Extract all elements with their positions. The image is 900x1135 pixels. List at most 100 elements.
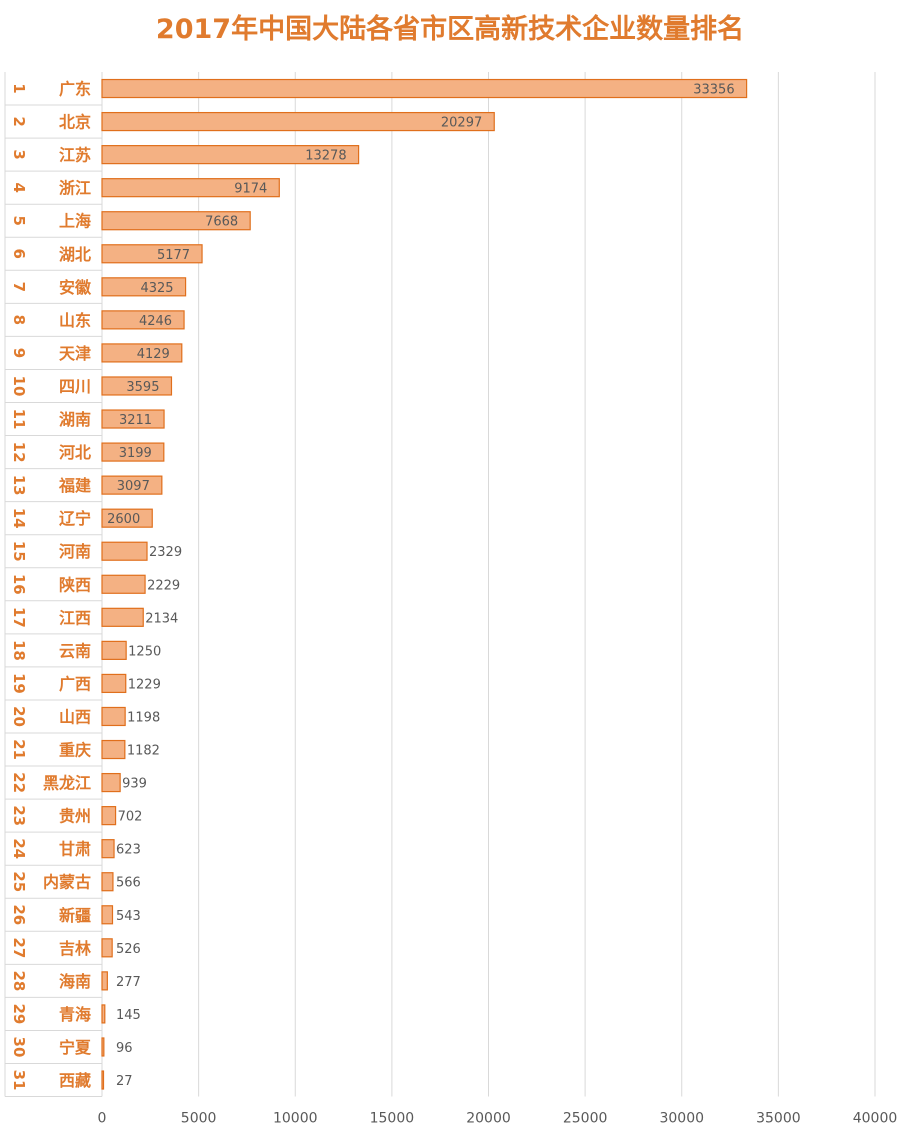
category-label: 天津 [59, 344, 91, 363]
rank-label: 24 [10, 838, 28, 859]
rank-label: 4 [10, 182, 28, 192]
bar [101, 1037, 105, 1057]
rank-label: 16 [10, 574, 28, 595]
rank-label: 3 [10, 149, 28, 159]
value-label: 96 [116, 1041, 133, 1056]
value-label: 9174 [234, 182, 267, 197]
value-label: 3595 [126, 380, 159, 395]
bar [101, 706, 126, 727]
category-label: 江西 [59, 608, 91, 627]
bar [101, 739, 126, 760]
bar [101, 475, 163, 495]
rank-label: 25 [10, 871, 28, 892]
value-label: 2329 [149, 545, 182, 560]
bar [101, 244, 203, 264]
category-label: 陕西 [59, 575, 91, 594]
rank-label: 2 [10, 116, 28, 126]
x-tick-label: 40000 [853, 1111, 898, 1127]
value-label: 145 [116, 1008, 141, 1023]
category-label: 河北 [59, 443, 91, 462]
value-label: 1250 [128, 644, 161, 659]
bar [101, 277, 187, 297]
bar [101, 376, 173, 396]
value-label: 939 [122, 777, 147, 792]
rank-label: 31 [10, 1070, 28, 1091]
rank-label: 20 [10, 706, 28, 727]
bar [101, 145, 360, 165]
x-tick-label: 35000 [756, 1111, 801, 1127]
grid-lines [4, 72, 876, 1098]
rank-label: 23 [10, 805, 28, 826]
value-label: 566 [116, 876, 141, 891]
value-label: 1229 [128, 677, 161, 692]
x-tick-label: 10000 [273, 1111, 318, 1127]
rank-label: 10 [10, 376, 28, 397]
value-label: 2134 [145, 611, 178, 626]
rank-label: 29 [10, 1003, 28, 1024]
chart-title: 2017年中国大陆各省市区高新技术企业数量排名 [156, 13, 744, 45]
rank-label: 11 [10, 409, 28, 430]
x-tick-label: 20000 [466, 1111, 511, 1127]
value-label: 4246 [139, 314, 172, 329]
value-label: 543 [116, 909, 141, 924]
rank-label: 1 [10, 83, 28, 93]
category-label: 广东 [59, 80, 91, 99]
bar [101, 541, 148, 561]
rank-label: 17 [10, 607, 28, 628]
value-label: 702 [118, 810, 143, 825]
rank-label: 7 [10, 282, 28, 292]
rank-label: 9 [10, 348, 28, 358]
bar [101, 839, 115, 859]
rank-label: 18 [10, 640, 28, 661]
bar [101, 211, 251, 231]
category-label: 福建 [58, 476, 91, 495]
category-label: 安徽 [59, 278, 92, 297]
bar [101, 872, 114, 892]
bar [101, 905, 114, 925]
category-label: 上海 [59, 212, 91, 231]
category-label: 宁夏 [59, 1038, 92, 1057]
value-label: 4325 [140, 281, 173, 296]
rank-label: 15 [10, 541, 28, 562]
category-label: 重庆 [59, 741, 91, 760]
value-label: 33356 [693, 83, 734, 98]
category-label: 江苏 [59, 146, 91, 165]
bar [101, 343, 183, 363]
category-label: 辽宁 [59, 509, 91, 528]
value-label: 5177 [157, 248, 190, 263]
value-label: 4129 [137, 347, 170, 362]
rank-label: 5 [10, 216, 28, 226]
bar [101, 607, 144, 627]
rank-label: 6 [10, 249, 28, 259]
bar [101, 971, 108, 991]
category-label: 广西 [59, 674, 91, 693]
bar [101, 310, 185, 330]
bar [101, 640, 127, 660]
bar [101, 673, 127, 694]
bar [101, 574, 146, 594]
bar [101, 178, 280, 198]
value-label: 27 [116, 1074, 133, 1089]
category-label: 云南 [59, 641, 91, 660]
value-label: 20297 [441, 116, 482, 131]
bar [101, 1070, 105, 1090]
category-label: 黑龙江 [43, 774, 91, 793]
rank-label: 13 [10, 475, 28, 496]
category-label: 山东 [59, 311, 91, 330]
value-label: 3097 [117, 479, 150, 494]
rank-label: 21 [10, 739, 28, 760]
bar [101, 772, 121, 793]
value-label: 1182 [127, 744, 160, 759]
value-label: 2229 [147, 578, 180, 593]
value-label: 1198 [127, 710, 160, 725]
value-label: 3211 [119, 413, 152, 428]
category-label: 河南 [59, 542, 91, 561]
rank-label: 30 [10, 1037, 28, 1058]
category-label: 浙江 [59, 179, 91, 198]
category-label: 甘肃 [59, 840, 91, 859]
value-label: 3199 [119, 446, 152, 461]
x-tick-label: 0 [98, 1111, 107, 1127]
rank-label: 14 [10, 508, 28, 529]
x-tick-label: 25000 [563, 1111, 608, 1127]
value-label: 13278 [305, 149, 346, 164]
